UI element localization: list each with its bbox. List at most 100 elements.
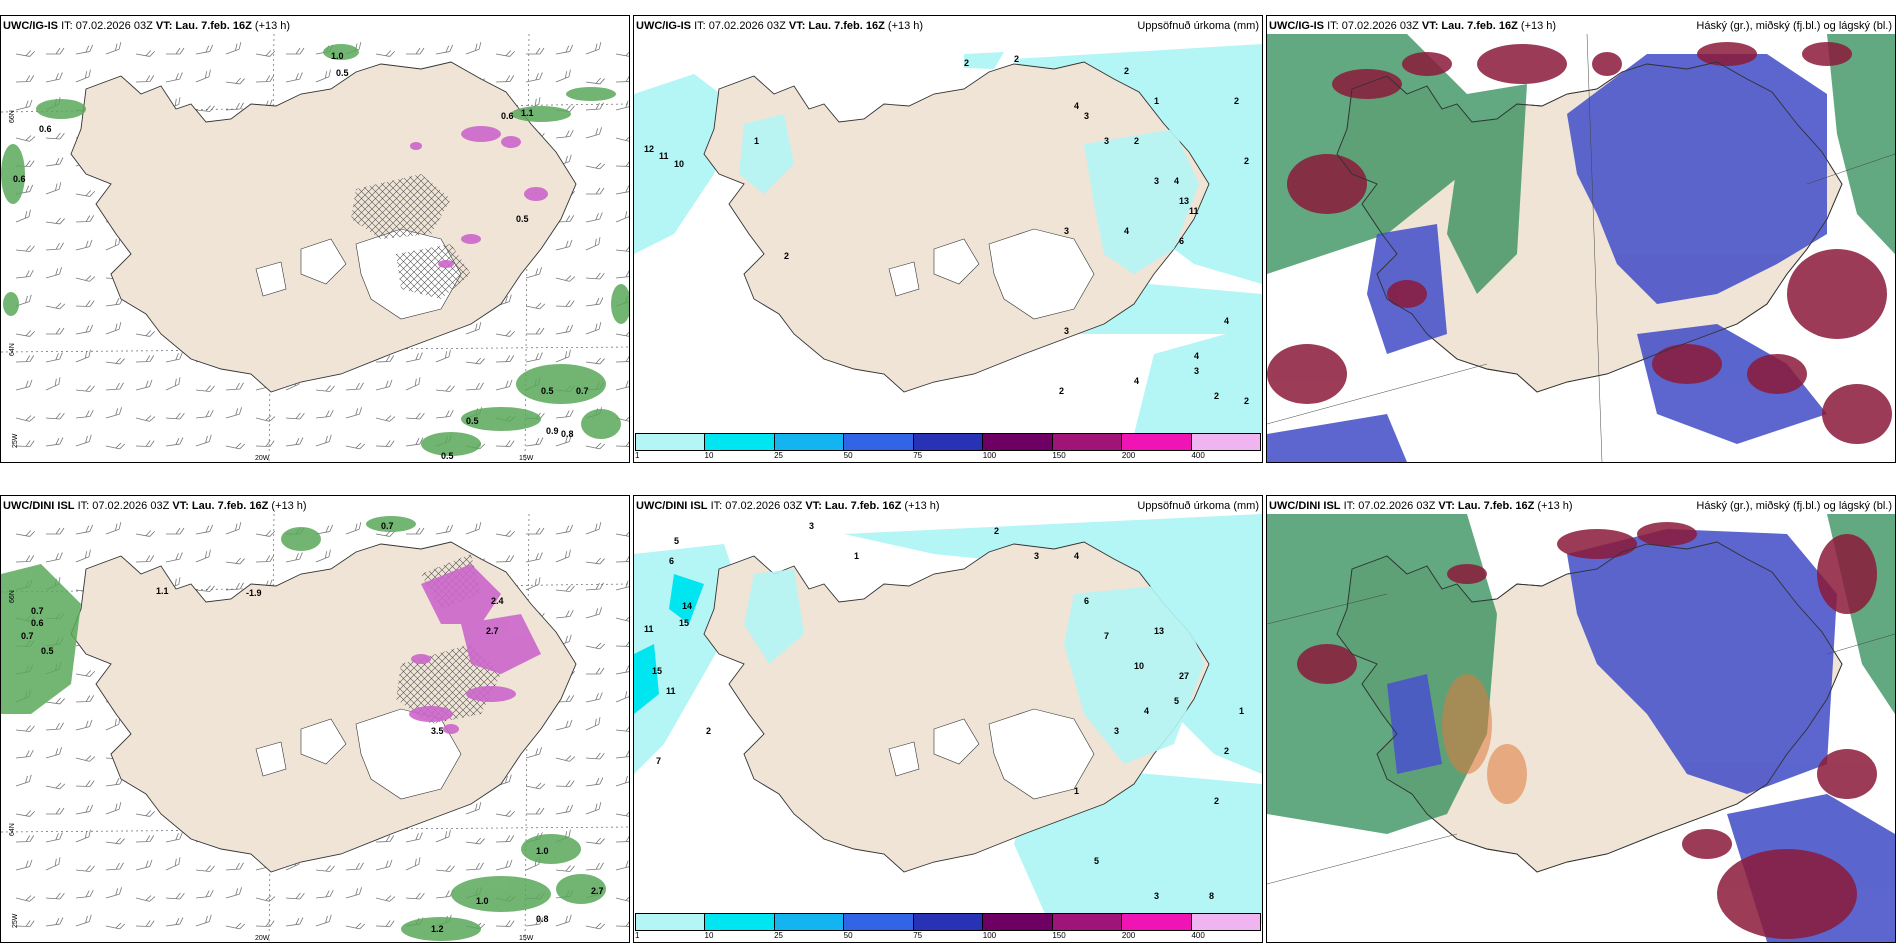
svg-text:0.8: 0.8 xyxy=(561,429,574,439)
low-cloud xyxy=(1297,522,1877,939)
svg-text:13: 13 xyxy=(1179,196,1189,206)
wind-barb xyxy=(615,725,629,732)
wind-barb xyxy=(406,47,425,55)
wind-barb xyxy=(15,135,36,142)
hatched-areas xyxy=(351,174,471,299)
colorbar-ticks: 1 10 25 50 75 100 150 200 400 xyxy=(635,451,1261,461)
wind-barb xyxy=(195,385,215,392)
axis-labels: 20W 15W 25W 66N 64N xyxy=(9,110,534,462)
wind-barb xyxy=(45,242,64,251)
wind-barb xyxy=(405,377,421,391)
svg-text:7: 7 xyxy=(656,756,661,766)
colorbar-tick-label: 200 xyxy=(1121,931,1136,940)
svg-text:1: 1 xyxy=(854,551,859,561)
panel-header: UWC/DINI ISL IT: 07.02.2026 03Z VT: Lau.… xyxy=(1269,500,1892,512)
map-dini-clouds[interactable] xyxy=(1267,514,1895,942)
svg-text:1: 1 xyxy=(1154,96,1159,106)
wind-barb xyxy=(585,692,603,703)
wind-barb xyxy=(45,917,64,927)
svg-text:64N: 64N xyxy=(9,823,16,836)
svg-text:4: 4 xyxy=(1124,226,1129,236)
colorbar-bin xyxy=(1191,434,1260,450)
colorbar-bin xyxy=(844,914,914,930)
wind-barb xyxy=(165,377,181,391)
wind-barb xyxy=(585,102,604,111)
wind-barb xyxy=(225,862,244,871)
wind-barb xyxy=(15,355,35,363)
wind-barb xyxy=(225,77,245,85)
colorbar-tick-label: 75 xyxy=(913,451,923,460)
svg-text:3: 3 xyxy=(1064,326,1069,336)
wind-barb xyxy=(105,357,125,365)
wind-barb xyxy=(165,72,183,83)
wind-barb xyxy=(195,105,215,112)
svg-text:3: 3 xyxy=(1064,226,1069,236)
svg-text:14: 14 xyxy=(682,601,692,611)
wind-barb xyxy=(555,239,573,251)
wind-barb xyxy=(555,549,571,563)
wind-barb xyxy=(555,349,571,363)
wind-barb xyxy=(585,752,605,760)
colorbar-bin xyxy=(705,434,775,450)
wind-barb xyxy=(255,50,276,57)
svg-text:2: 2 xyxy=(1014,54,1019,64)
colorbar-bin xyxy=(774,434,845,450)
wind-barb xyxy=(525,302,546,310)
wind-barb xyxy=(375,440,395,447)
wind-barb xyxy=(15,920,35,927)
map-igis-clouds[interactable] xyxy=(1267,34,1895,462)
svg-text:5: 5 xyxy=(674,536,679,546)
wind-barb xyxy=(255,415,276,422)
precip-green-areas xyxy=(1,44,629,456)
wind-barb xyxy=(15,859,33,871)
svg-text:3: 3 xyxy=(1154,176,1159,186)
panel-igis-clouds: UWC/IG-IS IT: 07.02.2026 03Z VT: Lau. 7.… xyxy=(1266,15,1896,463)
wind-barb xyxy=(75,755,96,762)
svg-text:15W: 15W xyxy=(519,935,534,942)
colorbar: 1 10 25 50 75 100 150 200 400 xyxy=(635,433,1261,461)
wind-barb xyxy=(75,44,94,55)
wind-barb xyxy=(285,437,304,447)
colorbar-bin xyxy=(913,914,984,930)
wind-barb xyxy=(75,804,94,815)
wind-barb xyxy=(75,69,91,83)
wind-barb xyxy=(255,555,275,563)
wind-barb xyxy=(105,407,123,419)
svg-text:6: 6 xyxy=(669,556,674,566)
wind-barb xyxy=(195,865,215,872)
svg-text:4: 4 xyxy=(1194,351,1199,361)
wind-barb xyxy=(255,530,276,537)
wind-barb xyxy=(585,862,604,871)
colorbar-tick-label: 100 xyxy=(982,931,997,940)
wind-barb xyxy=(105,887,123,899)
wind-barb xyxy=(15,774,32,787)
svg-text:0.6: 0.6 xyxy=(31,618,44,628)
wind-barb xyxy=(435,524,454,535)
wind-barb xyxy=(495,835,515,843)
wind-barb xyxy=(375,379,393,391)
wind-barb xyxy=(405,832,423,843)
wind-barb xyxy=(75,409,94,419)
wind-barb xyxy=(615,530,629,537)
svg-text:1: 1 xyxy=(1074,786,1079,796)
wind-barb xyxy=(225,522,242,535)
map-igis-precip[interactable]: 1.0 0.5 0.6 0.6 0.6 1.1 0.5 0.5 0.5 0.7 … xyxy=(1,34,629,462)
wind-barb xyxy=(315,409,334,419)
wind-barb xyxy=(105,922,126,930)
wind-barb xyxy=(75,434,92,447)
wind-barb xyxy=(495,920,515,927)
panel-dini-accum: UWC/DINI ISL IT: 07.02.2026 03Z VT: Lau.… xyxy=(633,495,1263,943)
wind-barb xyxy=(15,440,35,447)
wind-barb xyxy=(225,42,242,55)
svg-text:2: 2 xyxy=(994,526,999,536)
map-dini-accum[interactable]: 5 6 14 15 11 15 11 7 2 3 1 2 3 4 6 7 10 … xyxy=(634,514,1262,942)
svg-text:0.5: 0.5 xyxy=(541,386,554,396)
wind-barb xyxy=(135,895,156,902)
wind-barb xyxy=(405,412,425,420)
map-igis-accum[interactable]: 2 2 12 11 10 1 4 3 2 1 3 2 3 4 13 11 6 2… xyxy=(634,34,1262,462)
wind-barb xyxy=(15,209,31,223)
wind-barb xyxy=(75,524,94,535)
map-dini-precip[interactable]: 0.7 1.1 -1.9 0.7 0.6 0.7 0.5 2.4 2.7 3.5… xyxy=(1,514,629,942)
wind-barb xyxy=(75,300,95,307)
precip-values: 0.7 1.1 -1.9 0.7 0.6 0.7 0.5 2.4 2.7 3.5… xyxy=(21,521,604,934)
